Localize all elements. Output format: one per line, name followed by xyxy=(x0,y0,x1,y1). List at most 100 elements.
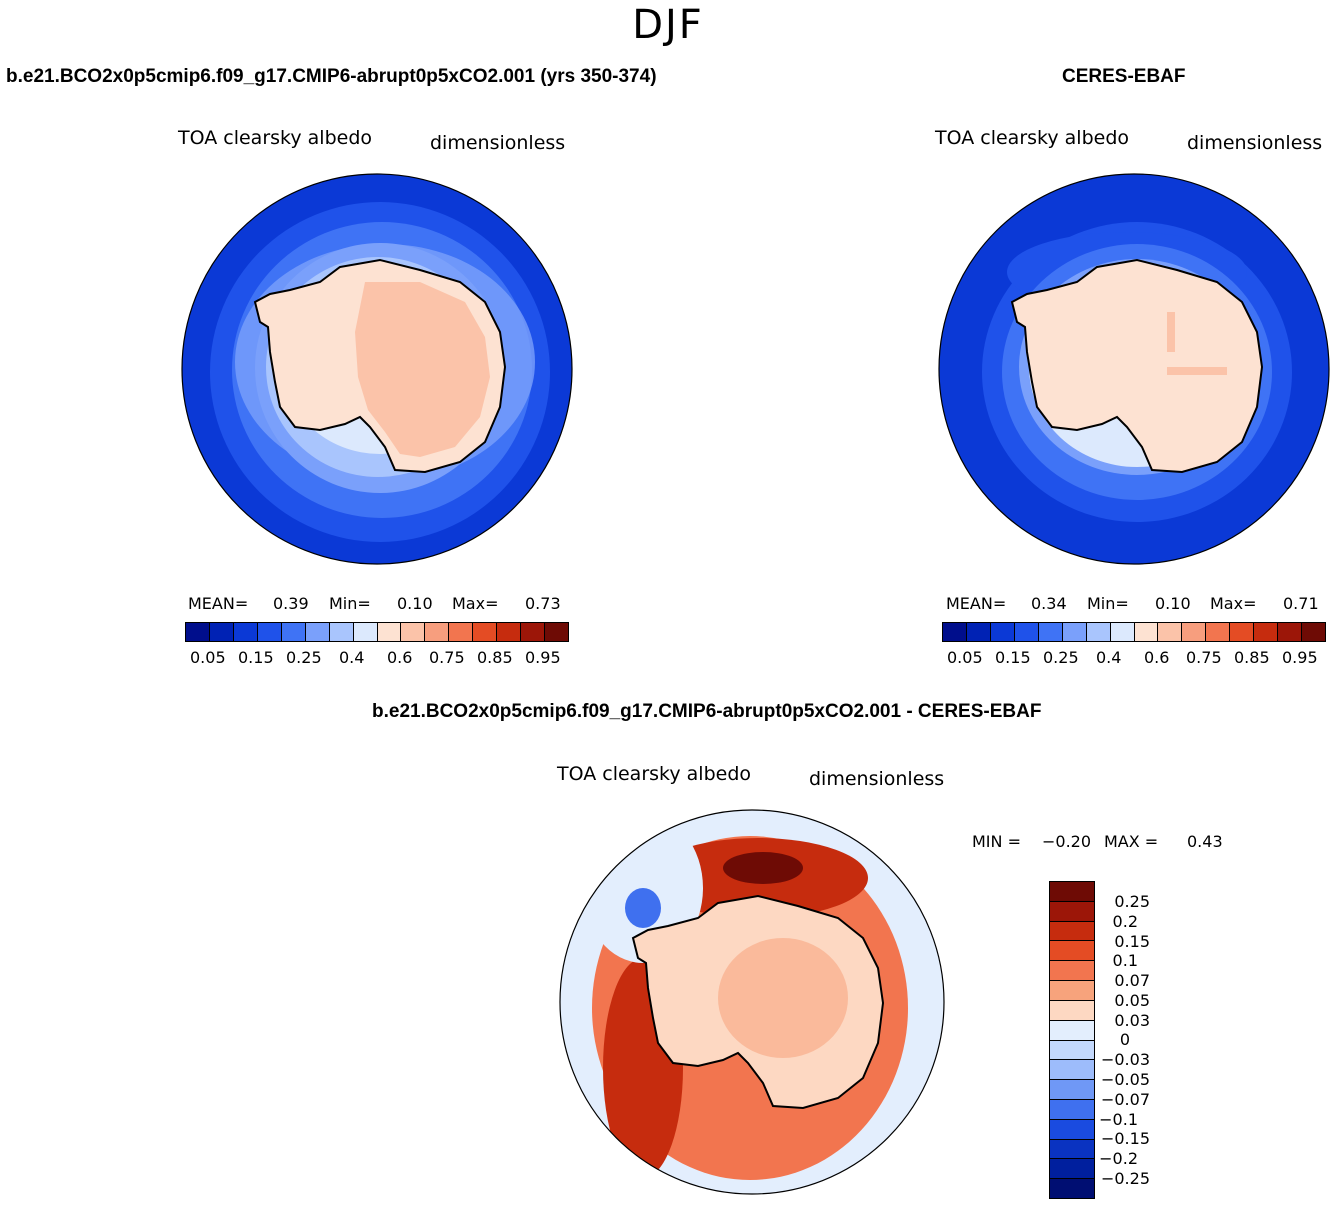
tick-label: −0.25 xyxy=(1100,1169,1150,1188)
obs-mean-label: MEAN= xyxy=(946,594,1007,613)
colorbar-swatch xyxy=(1050,941,1094,962)
colorbar-swatch xyxy=(1050,1139,1094,1160)
diff-min-label: MIN = xyxy=(972,832,1021,851)
model-min-label: Min= xyxy=(329,594,371,613)
colorbar-swatch xyxy=(1278,623,1303,641)
colorbar-swatch xyxy=(1050,1000,1094,1021)
tick-label: 0.1 xyxy=(1112,951,1138,970)
obs-min-label: Min= xyxy=(1087,594,1129,613)
tick-label: −0.03 xyxy=(1100,1050,1150,1069)
colorbar-swatch xyxy=(1050,1020,1094,1041)
model-mean-label: MEAN= xyxy=(188,594,249,613)
tick-label: 0.15 xyxy=(1114,932,1150,951)
diff-min-value: −0.20 xyxy=(1042,832,1092,851)
season-title: DJF xyxy=(632,2,704,48)
colorbar-swatch xyxy=(1050,1179,1094,1198)
obs-colorbar-ticks: 0.05 0.15 0.25 0.4 0.6 0.75 0.85 0.95 xyxy=(942,648,1324,668)
colorbar-swatch xyxy=(209,623,234,641)
model-max-value: 0.73 xyxy=(525,594,561,613)
obs-units-label: dimensionless xyxy=(1187,132,1323,154)
colorbar-swatch xyxy=(1086,623,1111,641)
tick-label: −0.15 xyxy=(1100,1129,1150,1148)
tick-label: 0.03 xyxy=(1114,1011,1150,1030)
tick-label: 0.15 xyxy=(238,648,274,667)
tick-label: −0.1 xyxy=(1099,1110,1138,1129)
obs-colorbar xyxy=(942,622,1326,642)
interior-feature xyxy=(718,938,848,1058)
colorbar-swatch xyxy=(233,623,258,641)
tick-label: 0.95 xyxy=(1282,648,1318,667)
diff-polar-map xyxy=(559,809,945,1195)
colorbar-swatch xyxy=(521,623,546,641)
diff-max-value: 0.43 xyxy=(1187,832,1223,851)
colorbar-swatch xyxy=(1254,623,1279,641)
obs-polar-map xyxy=(938,173,1330,565)
model-colorbar xyxy=(185,622,569,642)
tick-label: 0.07 xyxy=(1114,971,1150,990)
tick-label: 0.6 xyxy=(1144,648,1170,667)
obs-max-value: 0.71 xyxy=(1283,594,1319,613)
colorbar-swatch xyxy=(401,623,426,641)
colorbar-swatch xyxy=(990,623,1015,641)
ocean-band xyxy=(723,852,803,884)
interior-plateau xyxy=(355,282,490,457)
tick-label: 0.95 xyxy=(525,648,561,667)
diff-max-label: MAX = xyxy=(1104,832,1159,851)
model-max-label: Max= xyxy=(452,594,499,613)
colorbar-swatch xyxy=(305,623,330,641)
tick-label: 0.25 xyxy=(1114,892,1150,911)
model-min-value: 0.10 xyxy=(397,594,433,613)
colorbar-swatch xyxy=(1050,882,1094,902)
obs-mean-value: 0.34 xyxy=(1031,594,1067,613)
colorbar-swatch xyxy=(1050,981,1094,1001)
obs-max-label: Max= xyxy=(1210,594,1257,613)
colorbar-swatch xyxy=(1230,623,1255,641)
tick-label: −0.2 xyxy=(1099,1149,1138,1168)
diff-colorbar xyxy=(1049,881,1095,1199)
colorbar-swatch xyxy=(1302,623,1325,641)
colorbar-swatch xyxy=(1050,1040,1094,1061)
interior-feature xyxy=(1167,312,1175,352)
colorbar-swatch xyxy=(1110,623,1135,641)
tick-label: 0.75 xyxy=(1186,648,1222,667)
colorbar-swatch xyxy=(281,623,306,641)
tick-label: −0.07 xyxy=(1100,1090,1150,1109)
tick-label: 0.05 xyxy=(190,648,226,667)
model-colorbar-ticks: 0.05 0.15 0.25 0.4 0.6 0.75 0.85 0.95 xyxy=(185,648,567,668)
colorbar-swatch xyxy=(545,623,568,641)
tick-label: 0.6 xyxy=(387,648,413,667)
interior-feature xyxy=(1167,367,1227,375)
antarctica-shape xyxy=(1010,258,1264,474)
colorbar-swatch xyxy=(1062,623,1087,641)
tick-label: 0.4 xyxy=(1096,648,1122,667)
tick-label: 0.4 xyxy=(339,648,365,667)
tick-label: 0.05 xyxy=(947,648,983,667)
colorbar-swatch xyxy=(329,623,354,641)
colorbar-swatch xyxy=(1014,623,1039,641)
diff-colorbar-ticks: 0.25 0.2 0.15 0.1 0.07 0.05 0.03 0 −0.03… xyxy=(1096,881,1156,1197)
diff-variable-label: TOA clearsky albedo xyxy=(557,763,751,785)
tick-label: 0.85 xyxy=(477,648,513,667)
tick-label: 0.75 xyxy=(429,648,465,667)
model-polar-map xyxy=(181,173,573,565)
colorbar-swatch xyxy=(449,623,474,641)
model-panel-title: b.e21.BCO2x0p5cmip6.f09_g17.CMIP6-abrupt… xyxy=(6,66,657,87)
colorbar-swatch xyxy=(497,623,522,641)
colorbar-swatch xyxy=(966,623,991,641)
colorbar-swatch xyxy=(1206,623,1231,641)
colorbar-swatch xyxy=(1050,1099,1094,1120)
ocean-band xyxy=(625,888,661,928)
obs-panel-title: CERES-EBAF xyxy=(1062,66,1186,87)
colorbar-swatch xyxy=(1050,921,1094,942)
colorbar-swatch xyxy=(1050,961,1094,982)
tick-label: 0.15 xyxy=(995,648,1031,667)
tick-label: 0.05 xyxy=(1114,991,1150,1010)
colorbar-swatch xyxy=(1050,1119,1094,1140)
colorbar-swatch xyxy=(1182,623,1207,641)
tick-label: 0.25 xyxy=(286,648,322,667)
colorbar-swatch xyxy=(1050,901,1094,922)
tick-label: −0.05 xyxy=(1100,1070,1150,1089)
colorbar-swatch xyxy=(1134,623,1159,641)
model-variable-label: TOA clearsky albedo xyxy=(178,127,372,149)
colorbar-swatch xyxy=(425,623,450,641)
